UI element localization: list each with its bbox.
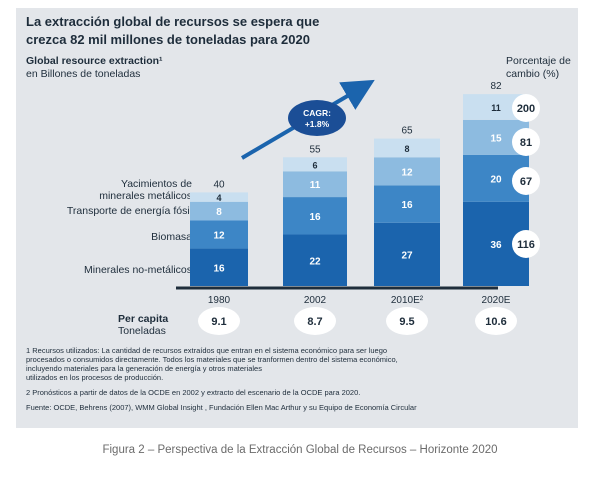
label-metal-ores: Yacimientos de minerales metálicos [16, 178, 192, 202]
label-fossil-energy: Transporte de energía fósil [66, 205, 192, 217]
infographic-panel: La extracción global de recursos se espe… [16, 8, 578, 428]
bar-value-label: 6 [312, 160, 317, 170]
x-tick-label: 2020E [482, 295, 511, 306]
label-biomass: Biomasa [151, 231, 192, 243]
x-tick-label: 2010E² [391, 295, 424, 306]
per-capita-badge [475, 307, 517, 335]
percent-change-badge [512, 94, 540, 122]
bar-segment [283, 157, 347, 172]
percent-change-value: 116 [517, 239, 535, 251]
percent-change-label-line2: cambio (%) [506, 68, 560, 80]
footnote-1c: incluyendo materiales para la generación… [26, 364, 262, 373]
bar-segment [283, 197, 347, 235]
bar-segment [374, 222, 440, 286]
bar-value-label: 12 [213, 231, 225, 242]
footnote-1d: utilizados en los procesos de producción… [26, 373, 164, 382]
percent-change-badge [512, 230, 540, 258]
chart-title-line2: crezca 82 mil millones de toneladas para… [26, 32, 310, 47]
percent-change-badge [512, 128, 540, 156]
percent-change-badge [512, 167, 540, 195]
per-capita-badge [198, 307, 240, 335]
x-tick-label: 2002 [304, 295, 327, 306]
bar-total-label: 82 [490, 81, 502, 92]
percent-change-value: 67 [520, 176, 532, 188]
bar-value-label: 12 [401, 167, 413, 178]
bar-total-label: 55 [309, 144, 321, 155]
percent-change-label-line1: Porcentaje de [506, 55, 571, 67]
bar-segment [190, 220, 248, 249]
label-metal-line2: minerales metálicos [99, 190, 192, 202]
bar-value-label: 27 [401, 250, 413, 261]
percent-change-value: 200 [517, 103, 535, 115]
bar-segment [374, 185, 440, 223]
chart-title-line1: La extracción global de recursos se espe… [26, 14, 320, 29]
footnote-1a: 1 Recursos utilizados: La cantidad de re… [26, 346, 388, 355]
bar-value-label: 16 [213, 263, 225, 274]
per-capita-badge [294, 307, 336, 335]
cagr-value: +1.8% [304, 119, 330, 129]
cagr-label: CAGR: [303, 108, 331, 118]
chart-subtitle-line2: en Billones de toneladas [26, 68, 141, 80]
percent-change-value: 81 [520, 137, 532, 149]
footnote-2: 2 Pronósticos a partir de datos de la OC… [26, 388, 361, 397]
per-capita-unit: Toneladas [118, 325, 166, 337]
bar-value-label: 16 [309, 212, 321, 223]
bar-value-label: 16 [401, 200, 413, 211]
label-metal-line1: Yacimientos de [120, 178, 192, 190]
bar-segment [283, 171, 347, 198]
bar-value-label: 36 [490, 240, 502, 251]
bar-total-label: 65 [401, 126, 413, 137]
source-note: Fuente: OCDE, Behrens (2007), WMM Global… [26, 403, 417, 412]
bar-segment [374, 138, 440, 158]
bar-segment [374, 157, 440, 186]
bar-segment [190, 201, 248, 221]
label-non-metallic-minerals: Minerales no-metálicos [84, 264, 192, 276]
per-capita-label: Per capita [118, 313, 169, 325]
bar-segment [283, 234, 347, 286]
bar-value-label: 8 [404, 144, 409, 154]
bar-value-label: 8 [216, 207, 222, 218]
bar-value-label: 15 [490, 133, 502, 144]
per-capita-value: 9.1 [211, 316, 226, 328]
bar-total-label: 40 [213, 179, 225, 190]
footnote-1b: procesados o consumidos directamente. To… [26, 355, 398, 364]
bar-value-label: 22 [309, 256, 321, 267]
bar-segment [190, 248, 248, 286]
bar-value-label: 11 [491, 103, 501, 113]
per-capita-value: 8.7 [307, 316, 322, 328]
bar-segment [190, 192, 248, 202]
bar-value-label: 4 [216, 193, 221, 203]
figure-caption: Figura 2 – Perspectiva de la Extracción … [102, 444, 498, 456]
bar-value-label: 20 [490, 174, 502, 185]
per-capita-badge [386, 307, 428, 335]
bar-value-label: 11 [310, 180, 321, 191]
x-tick-label: 1980 [208, 295, 231, 306]
per-capita-value: 10.6 [485, 316, 506, 328]
cagr-badge: CAGR: +1.8% [288, 100, 346, 136]
per-capita-value: 9.5 [399, 316, 414, 328]
chart-subtitle-line1: Global resource extraction¹ [26, 55, 163, 67]
